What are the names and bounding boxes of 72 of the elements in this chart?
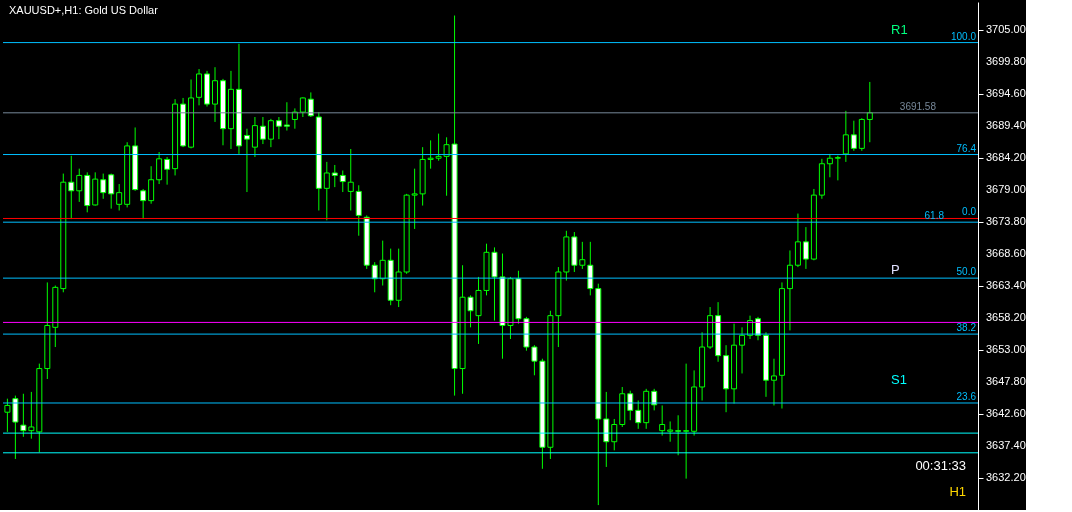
candlestick [108, 173, 115, 210]
annotation: S1 [891, 372, 907, 387]
candlestick [156, 151, 163, 185]
candlestick [100, 173, 107, 200]
annotation: 76.4 [956, 142, 977, 154]
annotation: P [891, 262, 900, 277]
y-tick-label: 3668.60 [986, 247, 1026, 260]
candlestick [579, 241, 586, 270]
y-tick-label: 3699.80 [986, 55, 1026, 68]
candlestick [275, 116, 282, 140]
candlestick [826, 153, 833, 178]
y-tick-label: 3647.80 [986, 375, 1026, 388]
y-tick-label: 3663.40 [986, 279, 1026, 292]
annotation: 50.0 [956, 266, 977, 278]
candlestick [196, 68, 203, 106]
candlestick [627, 390, 634, 421]
candlestick [587, 241, 594, 296]
candlestick [635, 400, 642, 430]
candlestick [251, 116, 258, 158]
candlestick [116, 183, 123, 211]
annotation: 00:31:33 [915, 458, 966, 473]
candlestick [148, 165, 155, 205]
annotation: 38.2 [956, 322, 977, 334]
candlestick [659, 404, 666, 437]
y-tick-label: 3637.40 [986, 439, 1026, 452]
candlestick [68, 155, 75, 220]
candlestick [786, 249, 793, 331]
candlestick [164, 156, 171, 186]
candlestick [794, 213, 801, 268]
candlestick [291, 107, 298, 130]
candlestick [739, 326, 746, 374]
annotation: 0.0 [962, 206, 977, 218]
candlestick [307, 91, 314, 118]
y-tick-label: 3673.80 [986, 215, 1026, 228]
candlestick [802, 226, 809, 270]
annotation: H1 [949, 484, 966, 499]
candlestick [267, 118, 274, 148]
y-tick-label: 3632.20 [986, 471, 1026, 484]
candlestick [76, 168, 83, 203]
y-tick-label: 3679.00 [986, 183, 1026, 196]
candlestick [675, 414, 682, 456]
candlestick [667, 420, 674, 443]
candlestick [842, 110, 849, 163]
candlestick [770, 358, 777, 406]
candlestick [212, 66, 219, 123]
annotation: 23.6 [956, 390, 977, 402]
annotation: R1 [891, 22, 908, 37]
candlestick [140, 188, 147, 220]
candlestick [683, 363, 690, 480]
y-tick-label: 3689.40 [986, 119, 1026, 132]
y-tick-label: 3658.20 [986, 311, 1026, 324]
candlestick [866, 81, 873, 143]
chart-title: XAUUSD+,H1: Gold US Dollar [9, 4, 159, 16]
y-tick-label: 3653.00 [986, 343, 1026, 356]
candlestick [834, 155, 841, 181]
candlestick [355, 184, 362, 237]
candlestick [299, 96, 306, 118]
ref-line-label: 3691.58 [899, 100, 937, 112]
y-tick-label: 3705.00 [986, 23, 1026, 36]
y-tick-label: 3694.60 [986, 87, 1026, 100]
candlestick [347, 148, 354, 211]
candlestick [339, 170, 346, 193]
candlestick [283, 101, 290, 132]
candlestick [331, 164, 338, 188]
annotation: 100.0 [950, 30, 977, 42]
candlestick [243, 128, 250, 193]
y-tick-label: 3642.60 [986, 407, 1026, 420]
candlestick [323, 161, 330, 221]
candlestick [850, 120, 857, 152]
candlestick [259, 116, 266, 145]
y-tick-label: 3684.20 [986, 151, 1026, 164]
candlestick [603, 391, 610, 468]
